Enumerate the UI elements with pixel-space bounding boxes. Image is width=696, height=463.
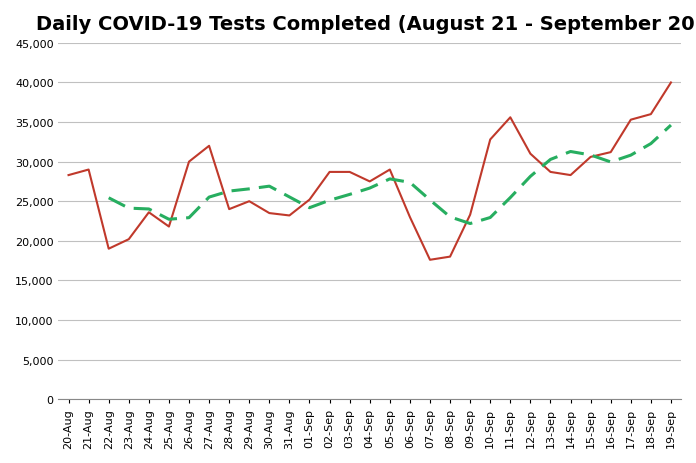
Title: Daily COVID-19 Tests Completed (August 21 - September 20): Daily COVID-19 Tests Completed (August 2… <box>36 15 696 34</box>
